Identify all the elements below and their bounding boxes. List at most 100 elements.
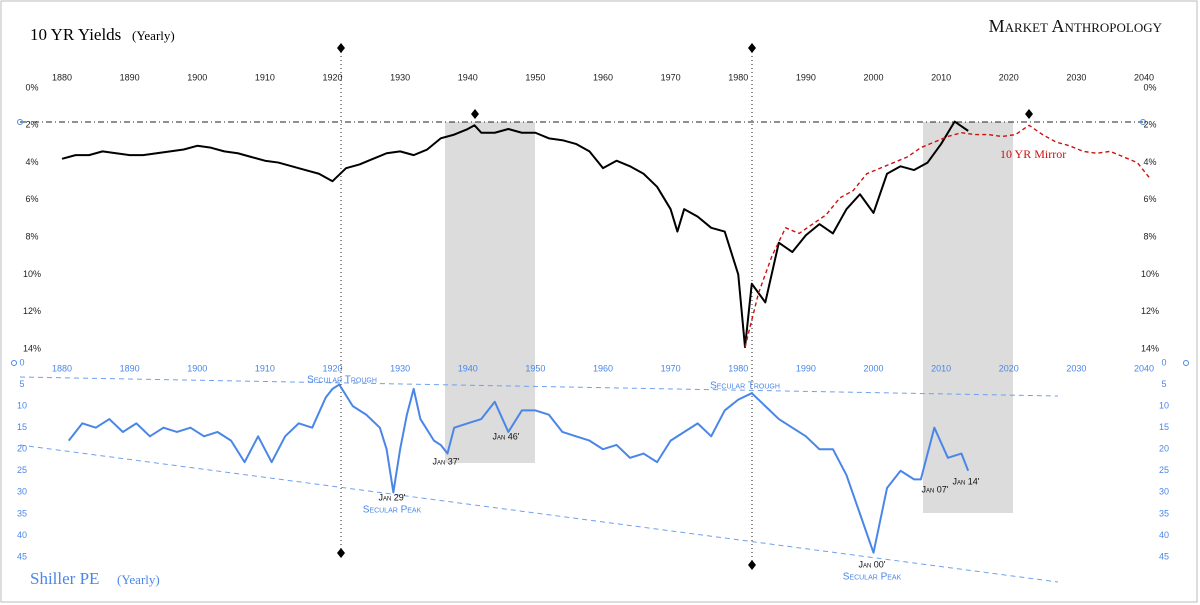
annotation: Jan 29' (378, 492, 405, 502)
logo: Market Anthropology (989, 16, 1163, 36)
x-tick-label: 1980 (728, 363, 748, 373)
y-tick-label: 10% (23, 269, 41, 279)
chart-subtitle: (Yearly) (117, 572, 160, 587)
y-tick-label: 40 (1159, 530, 1169, 540)
x-tick-label: 2010 (931, 72, 951, 82)
y-tick-label: 45 (17, 551, 27, 561)
y-tick-label: 10 (17, 400, 27, 410)
y-tick-label: 35 (1159, 508, 1169, 518)
x-tick-label: 1920 (322, 72, 342, 82)
x-tick-label: 1890 (120, 72, 140, 82)
y-tick-label: 0% (1143, 82, 1156, 92)
y-tick-label: 6% (25, 194, 38, 204)
y-tick-label: 4% (1143, 157, 1156, 167)
y-tick-label: 30 (1159, 487, 1169, 497)
annotation: Jan 14' (952, 476, 979, 486)
x-tick-label: 2020 (999, 72, 1019, 82)
x-tick-label: 1970 (661, 363, 681, 373)
axis-dot (11, 360, 17, 366)
x-tick-label: 1880 (52, 363, 72, 373)
series-line (61, 120, 969, 349)
y-tick-label: 8% (25, 232, 38, 242)
x-tick-label: 2000 (863, 363, 883, 373)
y-tick-label: 10% (1141, 269, 1159, 279)
y-tick-label: 0 (1161, 357, 1166, 367)
series-line (744, 124, 1152, 348)
diamond (748, 560, 756, 570)
y-tick-label: 6% (1143, 194, 1156, 204)
diamond (1025, 109, 1033, 119)
x-tick-label: 1990 (796, 72, 816, 82)
x-tick-label: 1900 (187, 363, 207, 373)
x-tick-label: 1960 (593, 363, 613, 373)
y-tick-label: 2% (25, 120, 38, 130)
y-tick-label: 30 (17, 487, 27, 497)
y-tick-label: 35 (17, 508, 27, 518)
y-tick-label: 20 (17, 444, 27, 454)
y-tick-label: 12% (23, 306, 41, 316)
annotation: Secular Trough (307, 375, 377, 386)
y-tick-label: 4% (25, 157, 38, 167)
shaded-period (923, 122, 1013, 513)
annotation: Jan 46' (492, 431, 519, 441)
y-tick-label: 12% (1141, 306, 1159, 316)
x-tick-label: 2030 (1066, 72, 1086, 82)
annotation: Secular Trough (710, 381, 780, 392)
y-tick-label: 20 (1159, 444, 1169, 454)
series-line (67, 383, 970, 554)
y-tick-label: 2% (1143, 120, 1156, 130)
y-tick-label: 5 (19, 379, 24, 389)
series-label: 10 YR Mirror (1000, 147, 1066, 161)
diamond (471, 109, 479, 119)
x-tick-label: 2010 (931, 363, 951, 373)
diamond (337, 548, 345, 558)
y-tick-label: 45 (1159, 551, 1169, 561)
axis-dot (1183, 360, 1189, 366)
x-tick-label: 1970 (661, 72, 681, 82)
diamond (748, 43, 756, 53)
x-tick-label: 1910 (255, 363, 275, 373)
annotation: Jan 37' (432, 456, 459, 466)
x-tick-label: 1940 (458, 72, 478, 82)
x-tick-label: 1920 (322, 363, 342, 373)
x-tick-label: 1950 (525, 363, 545, 373)
x-tick-label: 2030 (1066, 363, 1086, 373)
x-tick-label: 2040 (1134, 72, 1154, 82)
y-tick-label: 10 (1159, 400, 1169, 410)
trend-line (19, 376, 1059, 397)
x-tick-label: 1940 (458, 363, 478, 373)
shaded-period (445, 122, 535, 463)
y-tick-label: 0% (25, 82, 38, 92)
axis-dot (1140, 119, 1146, 125)
x-tick-label: 1950 (525, 72, 545, 82)
x-tick-label: 2040 (1134, 363, 1154, 373)
y-tick-label: 15 (1159, 422, 1169, 432)
y-tick-label: 40 (17, 530, 27, 540)
x-tick-label: 2000 (863, 72, 883, 82)
x-tick-label: 1990 (796, 363, 816, 373)
annotation: Jan 00' (858, 559, 885, 569)
y-tick-label: 14% (1141, 343, 1159, 353)
chart-subtitle: (Yearly) (132, 28, 175, 43)
y-tick-label: 25 (17, 465, 27, 475)
chart-title: Shiller PE (30, 569, 99, 588)
x-tick-label: 2020 (999, 363, 1019, 373)
annotation: Secular Peak (363, 505, 422, 516)
x-tick-label: 1930 (390, 72, 410, 82)
x-tick-label: 1880 (52, 72, 72, 82)
x-tick-label: 1960 (593, 72, 613, 82)
markers (337, 43, 1033, 570)
y-tick-label: 8% (1143, 232, 1156, 242)
x-tick-label: 1930 (390, 363, 410, 373)
annotation: Secular Peak (843, 572, 902, 583)
x-tick-label: 1890 (120, 363, 140, 373)
y-tick-label: 0 (19, 357, 24, 367)
x-tick-label: 1910 (255, 72, 275, 82)
x-tick-label: 1900 (187, 72, 207, 82)
y-tick-label: 15 (17, 422, 27, 432)
y-tick-label: 5 (1161, 379, 1166, 389)
chart-title: 10 YR Yields (30, 25, 121, 44)
trend-line (19, 444, 1059, 583)
